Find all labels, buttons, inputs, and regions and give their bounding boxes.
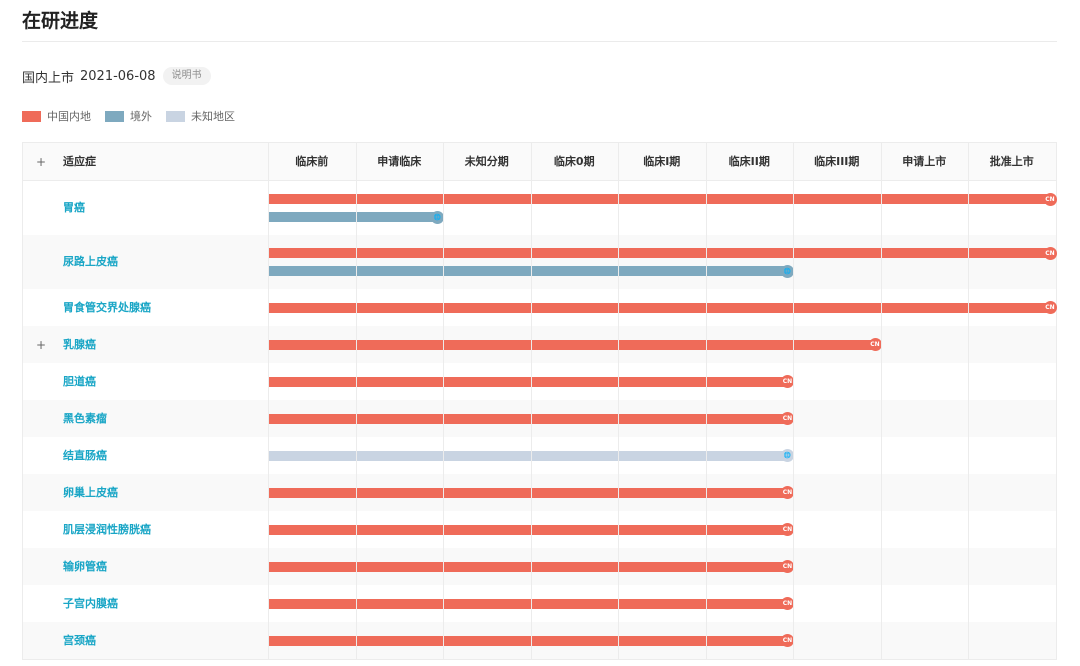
phase-header: 临床0期 xyxy=(553,155,595,168)
table-row: 卵巢上皮癌 CN xyxy=(23,474,1056,511)
expand-row-button[interactable]: + xyxy=(35,337,47,352)
legend-item-mainland[interactable]: 中国内地 xyxy=(22,108,91,124)
cn-badge-icon: CN xyxy=(781,523,794,536)
indication-link[interactable]: 输卵管癌 xyxy=(63,559,107,573)
progress-bar[interactable] xyxy=(268,487,787,498)
phase-header: 未知分期 xyxy=(464,155,509,168)
instructions-link[interactable]: 说明书 xyxy=(162,67,211,85)
table-row: + 乳腺癌 CN xyxy=(23,326,1056,363)
phase-header: 临床II期 xyxy=(728,155,770,168)
table-row: 胃癌 CN 🌐 xyxy=(23,181,1057,235)
progress-bar[interactable] xyxy=(268,302,1050,313)
cn-badge-icon: CN xyxy=(1043,192,1057,206)
phase-header: 临床I期 xyxy=(643,155,681,168)
cn-badge-icon: CN xyxy=(781,375,794,388)
launch-info: 国内上市 2021-06-08 说明书 xyxy=(22,66,211,86)
legend-swatch xyxy=(22,110,41,122)
indication-link[interactable]: 宫颈癌 xyxy=(63,633,96,647)
progress-bar[interactable] xyxy=(268,450,787,461)
legend-swatch xyxy=(166,110,185,122)
indication-link[interactable]: 胃癌 xyxy=(63,201,85,214)
table-row: 宫颈癌 CN xyxy=(23,622,1056,659)
cn-badge-icon: CN xyxy=(781,560,794,573)
cn-badge-icon: CN xyxy=(781,412,794,425)
phase-header: 申请上市 xyxy=(902,155,947,168)
table-row: 子宫内膜癌 CN xyxy=(23,585,1056,622)
legend-item-unknown-region[interactable]: 未知地区 xyxy=(166,108,235,124)
progress-bar[interactable] xyxy=(268,598,787,609)
indication-link[interactable]: 肌层浸润性膀胱癌 xyxy=(63,522,151,536)
pipeline-table: + 适应症 临床前 申请临床 未知分期 临床0期 临床I期 临床II期 临床III期 申请上市… xyxy=(22,142,1057,660)
launch-label: 国内上市 xyxy=(22,70,75,86)
progress-bar[interactable] xyxy=(268,561,787,572)
progress-bar[interactable] xyxy=(268,212,437,222)
progress-bar[interactable] xyxy=(268,376,787,387)
launch-date: 2021-06-08 xyxy=(80,68,156,84)
phase-header: 临床III期 xyxy=(814,155,860,168)
indication-header: 适应症 xyxy=(63,155,96,168)
legend-label: 未知地区 xyxy=(191,110,235,123)
table-row: 结直肠癌 🌐 xyxy=(23,437,1056,474)
table-row: 胆道癌 CN xyxy=(23,363,1056,400)
indication-link[interactable]: 胆道癌 xyxy=(63,374,96,388)
indication-link[interactable]: 子宫内膜癌 xyxy=(63,596,118,610)
cn-badge-icon: CN xyxy=(781,486,794,499)
indication-link[interactable]: 结直肠癌 xyxy=(63,448,107,462)
phase-header: 临床前 xyxy=(295,155,329,168)
cn-badge-icon: CN xyxy=(868,338,882,351)
page-title: 在研进度 xyxy=(22,10,99,32)
progress-bar[interactable] xyxy=(268,339,875,350)
globe-icon: 🌐 xyxy=(781,264,794,278)
indication-link[interactable]: 乳腺癌 xyxy=(63,337,96,351)
cn-badge-icon: CN xyxy=(781,597,794,610)
progress-bar[interactable] xyxy=(268,524,787,535)
legend: 中国内地 境外 未知地区 xyxy=(22,108,249,124)
indication-link[interactable]: 尿路上皮癌 xyxy=(63,255,118,268)
legend-label: 境外 xyxy=(130,110,152,123)
table-header: + 适应症 临床前 申请临床 未知分期 临床0期 临床I期 临床II期 临床III期 申请上市… xyxy=(23,143,1056,181)
legend-item-overseas[interactable]: 境外 xyxy=(105,108,152,124)
progress-bar[interactable] xyxy=(268,635,787,646)
phase-header: 申请临床 xyxy=(377,155,422,168)
table-row: 黑色素瘤 CN xyxy=(23,400,1056,437)
indication-link[interactable]: 黑色素瘤 xyxy=(63,411,107,425)
cn-badge-icon: CN xyxy=(1043,301,1057,314)
table-row: 输卵管癌 CN xyxy=(23,548,1056,585)
progress-bar[interactable] xyxy=(268,248,1050,258)
legend-label: 中国内地 xyxy=(47,110,91,123)
table-row: 肌层浸润性膀胱癌 CN xyxy=(23,511,1056,548)
cn-badge-icon: CN xyxy=(1043,246,1057,260)
table-row: 尿路上皮癌 CN 🌐 xyxy=(23,235,1057,289)
globe-icon: 🌐 xyxy=(781,449,794,462)
progress-bar[interactable] xyxy=(268,194,1050,204)
progress-bar[interactable] xyxy=(268,266,787,276)
phase-header: 批准上市 xyxy=(989,155,1034,168)
indication-link[interactable]: 卵巢上皮癌 xyxy=(63,485,118,499)
progress-bar[interactable] xyxy=(268,413,787,424)
table-row: 胃食管交界处腺癌 CN xyxy=(23,289,1057,326)
legend-swatch xyxy=(105,110,124,122)
expand-all-button[interactable]: + xyxy=(35,155,47,169)
cn-badge-icon: CN xyxy=(781,634,794,647)
title-divider xyxy=(22,41,1057,42)
globe-icon: 🌐 xyxy=(431,210,444,224)
indication-link[interactable]: 胃食管交界处腺癌 xyxy=(63,300,151,314)
